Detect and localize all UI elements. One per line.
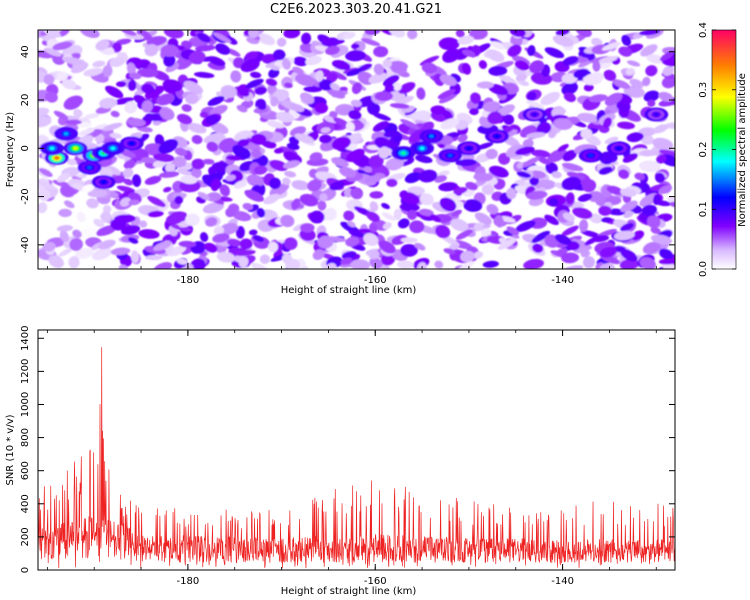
hotspot-peak bbox=[129, 141, 135, 146]
y-tick-label: 400 bbox=[20, 494, 31, 513]
hotspot-peak bbox=[588, 153, 594, 158]
y-tick-label: 200 bbox=[20, 527, 31, 546]
y-tick-label: 0 bbox=[20, 145, 31, 151]
spectral-field bbox=[38, 30, 675, 269]
y-tick-label: 1400 bbox=[20, 326, 31, 351]
y-tick-label: 40 bbox=[20, 45, 31, 58]
hotspot-peak bbox=[616, 146, 622, 151]
x-axis-label: Height of straight line (km) bbox=[281, 586, 417, 597]
y-tick-label: -20 bbox=[20, 188, 31, 204]
colorbar: 0.0 0.1 0.2 0.3 0.4 Normalized spectral ampli… bbox=[698, 22, 748, 277]
hotspot-peak bbox=[428, 134, 434, 139]
y-axis-label: SNR (10 * v/v) bbox=[5, 414, 16, 485]
colorbar-label: Normalized spectral amplitude bbox=[737, 73, 748, 227]
hotspot-peak bbox=[63, 132, 69, 136]
hotspot-peak bbox=[72, 146, 78, 151]
hotspot-peak bbox=[101, 180, 107, 184]
colorbar-tick-label: 0.4 bbox=[698, 22, 709, 38]
hotspot-peak bbox=[653, 112, 659, 117]
hotspot-peak bbox=[110, 146, 116, 151]
colorbar-tick-label: 0.1 bbox=[698, 201, 709, 217]
hotspot-peak bbox=[49, 146, 55, 151]
y-axis-label: Frequency (Hz) bbox=[5, 112, 16, 188]
hotspot-peak bbox=[87, 165, 93, 170]
colorbar-tick-label: 0.0 bbox=[698, 261, 709, 277]
y-tick-label: -40 bbox=[20, 237, 31, 253]
hotspot-peak bbox=[419, 146, 425, 151]
hotspot-peak bbox=[400, 151, 406, 155]
x-tick-label: -140 bbox=[551, 576, 574, 587]
spectrogram-panel: -180 -160 -140 -40 -20 0 20 40 Height of straigh… bbox=[5, 29, 676, 296]
figure-title: C2E6.2023.303.20.41.G21 bbox=[269, 2, 443, 17]
snr-trace bbox=[38, 347, 675, 569]
x-axis-label: Height of straight line (km) bbox=[281, 285, 417, 296]
hotspot-peak bbox=[494, 134, 500, 139]
hotspot-peak bbox=[466, 146, 472, 151]
x-tick-label: -180 bbox=[177, 275, 200, 286]
y-tick-label: 0 bbox=[20, 567, 31, 573]
colorbar-tick-label: 0.2 bbox=[698, 142, 709, 158]
y-tick-label: 600 bbox=[20, 461, 31, 480]
hotspot-peak bbox=[531, 112, 537, 117]
hotspot-peak bbox=[447, 153, 453, 158]
snr-line bbox=[38, 347, 675, 569]
y-tick-label: 800 bbox=[20, 428, 31, 447]
y-tick-label: 20 bbox=[20, 94, 31, 107]
x-tick-label: -180 bbox=[177, 576, 200, 587]
colorbar-tick-label: 0.3 bbox=[698, 82, 709, 98]
spectrogram-image bbox=[38, 30, 675, 269]
x-tick-label: -160 bbox=[364, 576, 387, 587]
y-tick-label: 1000 bbox=[20, 392, 31, 417]
snr-panel: -180 -160 -140 0 200 400 600 800 1000 1200 1400 Hei… bbox=[5, 326, 676, 597]
hotspot-peak bbox=[54, 156, 60, 160]
y-tick-label: 1200 bbox=[20, 359, 31, 384]
x-tick-label: -160 bbox=[364, 275, 387, 286]
x-tick-label: -140 bbox=[551, 275, 574, 286]
